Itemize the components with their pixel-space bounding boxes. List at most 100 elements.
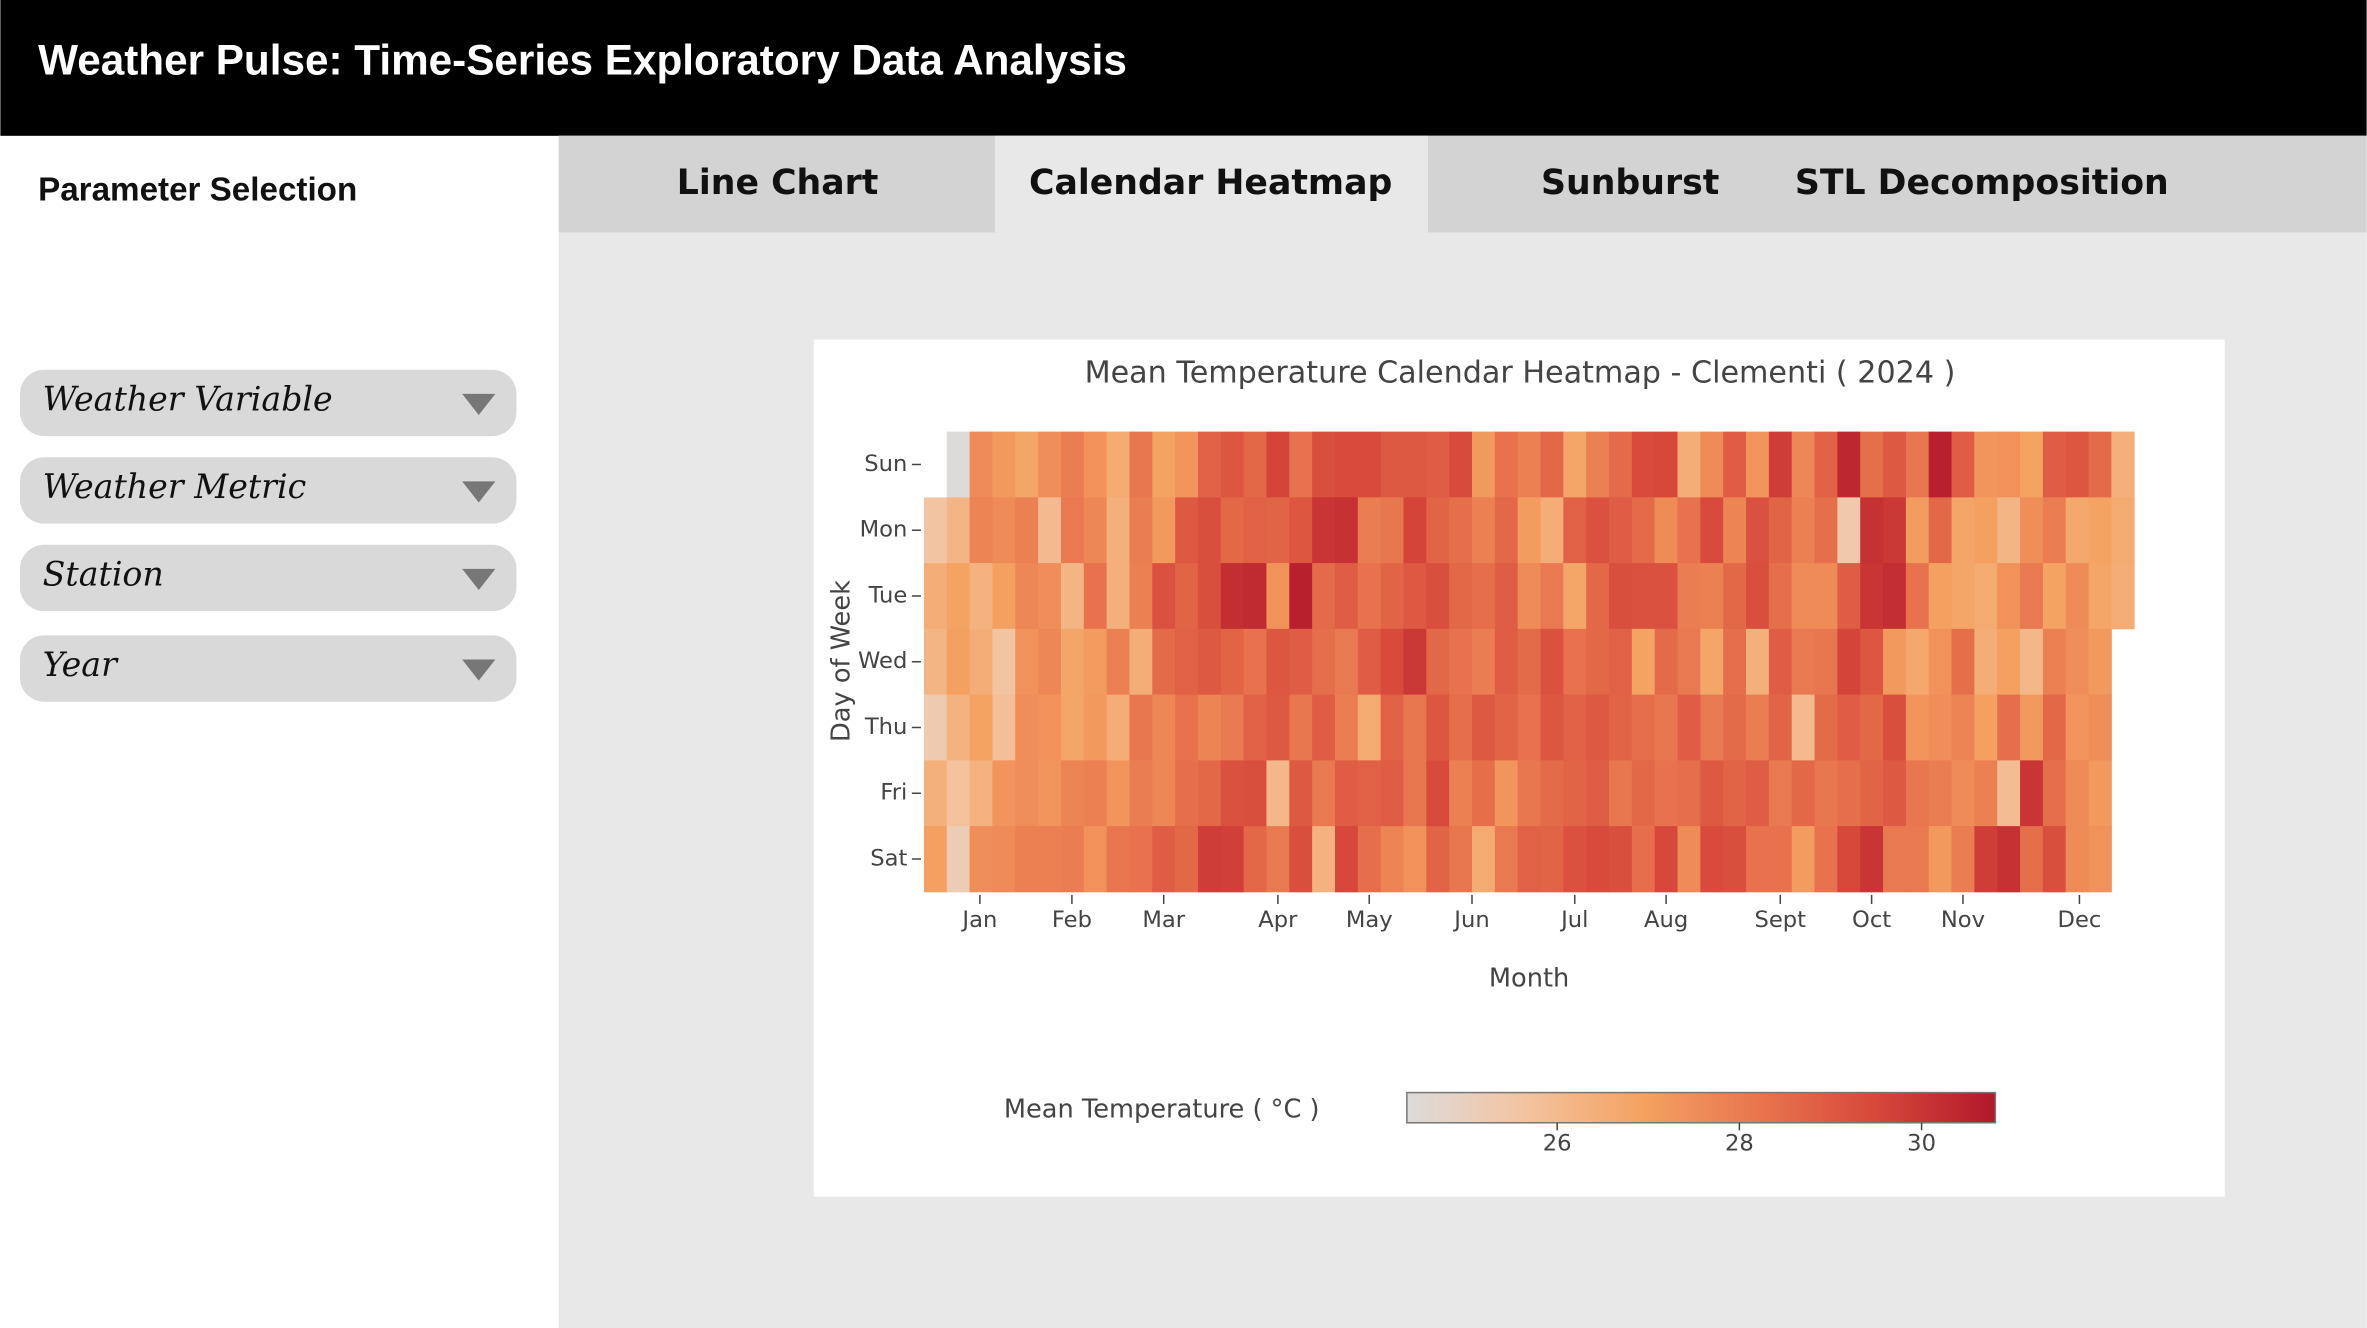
- heatmap-cell: [1631, 563, 1656, 630]
- heatmap-cell: [1700, 826, 1724, 893]
- heatmap-cell: [1357, 760, 1382, 827]
- dropdown[interactable]: Station: [19, 544, 517, 612]
- heatmap-cell: [1837, 826, 1861, 893]
- heatmap-cell: [1220, 826, 1245, 893]
- heatmap-cell: [1289, 694, 1313, 761]
- heatmap-cell: [1175, 760, 1199, 827]
- heatmap-cell: [1197, 431, 1222, 498]
- heatmap-cell: [1951, 497, 1975, 564]
- dropdown-label[interactable]: Year: [43, 645, 119, 684]
- heatmap-cell: [1038, 628, 1062, 696]
- heatmap-cell: [1723, 628, 1747, 696]
- heatmap-cell: [1106, 760, 1130, 827]
- heatmap-cell: [1517, 694, 1541, 761]
- heatmap-cell: [1814, 760, 1838, 827]
- heatmap-cell: [1631, 760, 1656, 827]
- heatmap-cell: [2088, 628, 2112, 696]
- tab[interactable]: Line Chart: [677, 163, 879, 203]
- x-tick-label: Apr: [1258, 907, 1298, 933]
- dropdown-arrow[interactable]: [462, 393, 496, 415]
- tab[interactable]: STL Decomposition: [1795, 163, 2169, 203]
- colorbar-tick-label: 26: [1543, 1130, 1572, 1156]
- heatmap-cell: [1609, 760, 1633, 827]
- heatmap-cell: [1015, 826, 1039, 893]
- heatmap-cell: [1609, 694, 1633, 761]
- dropdown-box[interactable]: [19, 544, 517, 612]
- dropdown-label[interactable]: Weather Variable: [43, 379, 333, 418]
- heatmap-cell: [1677, 826, 1701, 893]
- heatmap-cell: [1152, 497, 1176, 564]
- x-tick-label: Aug: [1644, 907, 1688, 933]
- heatmap-cell: [1837, 760, 1861, 827]
- heatmap-cell: [1083, 497, 1108, 564]
- heatmap-cell: [1060, 431, 1085, 498]
- heatmap-cell: [1974, 431, 1998, 498]
- heatmap-cell: [1700, 760, 1724, 827]
- dropdown-label[interactable]: Weather Metric: [43, 467, 307, 506]
- heatmap-cell: [1997, 563, 2021, 630]
- dropdown-arrow[interactable]: [462, 659, 496, 681]
- heatmap-cell: [1266, 431, 1290, 498]
- heatmap-cell: [1974, 628, 1998, 696]
- heatmap-cell: [1883, 760, 1907, 827]
- dropdown[interactable]: Weather Variable: [19, 369, 517, 437]
- tab[interactable]: Sunburst: [1541, 163, 1719, 203]
- heatmap-cell: [1814, 826, 1838, 893]
- heatmap-cell: [2088, 497, 2112, 564]
- dropdowns: Weather Variable Weather Metric Station Yea…: [19, 369, 517, 702]
- heatmap-cell: [1586, 826, 1610, 893]
- heatmap-cell: [1266, 760, 1290, 827]
- heatmap-cell: [1883, 563, 1907, 630]
- colorbar: [1406, 1091, 1997, 1124]
- tab[interactable]: Calendar Heatmap: [1029, 163, 1392, 203]
- heatmap-cell: [1494, 563, 1519, 630]
- heatmap-cell: [2088, 694, 2112, 761]
- colorbar-tick-label: 30: [1907, 1130, 1936, 1156]
- heatmap-cell: [1974, 563, 1998, 630]
- heatmap-cell: [1997, 826, 2021, 893]
- dropdown-box[interactable]: [19, 457, 517, 524]
- heatmap-cell: [1723, 694, 1747, 761]
- heatmap-cell: [1289, 628, 1313, 696]
- heatmap-cell: [1654, 431, 1678, 498]
- heatmap-cell: [2020, 826, 2044, 893]
- heatmap-cell: [1654, 497, 1678, 564]
- heatmap-cell: [1175, 563, 1199, 630]
- heatmap-cell: [1631, 431, 1656, 498]
- heatmap-cell: [1951, 563, 1975, 630]
- heatmap-cell: [1334, 497, 1359, 564]
- heatmap-cell: [1563, 497, 1587, 564]
- heatmap-cell: [1266, 694, 1290, 761]
- heatmap-cell: [1083, 694, 1108, 761]
- dropdown[interactable]: Year: [19, 635, 517, 702]
- heatmap-cell: [946, 431, 971, 498]
- heatmap-cell: [1289, 497, 1313, 564]
- heatmap-cell: [969, 563, 993, 630]
- heatmap-cell: [1654, 563, 1678, 630]
- heatmap-cell: [1152, 694, 1176, 761]
- dropdown[interactable]: Weather Metric: [19, 457, 517, 524]
- heatmap-cell: [1791, 826, 1815, 893]
- heatmap-cell: [1540, 826, 1564, 893]
- dropdown-label[interactable]: Station: [43, 554, 164, 593]
- heatmap-cell: [1289, 563, 1313, 630]
- heatmap-cell: [946, 628, 971, 696]
- heatmap-cell: [1631, 628, 1656, 696]
- heatmap-cell: [1791, 628, 1815, 696]
- heatmap-cell: [1494, 431, 1519, 498]
- heatmap-cell: [1038, 431, 1062, 498]
- heatmap-cell: [1175, 628, 1199, 696]
- active-tab-bg[interactable]: [994, 135, 1428, 233]
- heatmap-cell: [1586, 563, 1610, 630]
- heatmap-cell: [2042, 628, 2067, 696]
- heatmap-cell: [2111, 497, 2135, 564]
- dropdown-box[interactable]: [19, 635, 517, 702]
- dropdown-box[interactable]: [19, 369, 517, 437]
- heatmap-cell: [1334, 694, 1359, 761]
- dropdown-arrow[interactable]: [462, 481, 496, 503]
- heatmap-cell: [1220, 563, 1245, 630]
- heatmap-cell: [1312, 563, 1336, 630]
- dropdown-arrow[interactable]: [462, 568, 496, 591]
- heatmap-cell: [1015, 760, 1039, 827]
